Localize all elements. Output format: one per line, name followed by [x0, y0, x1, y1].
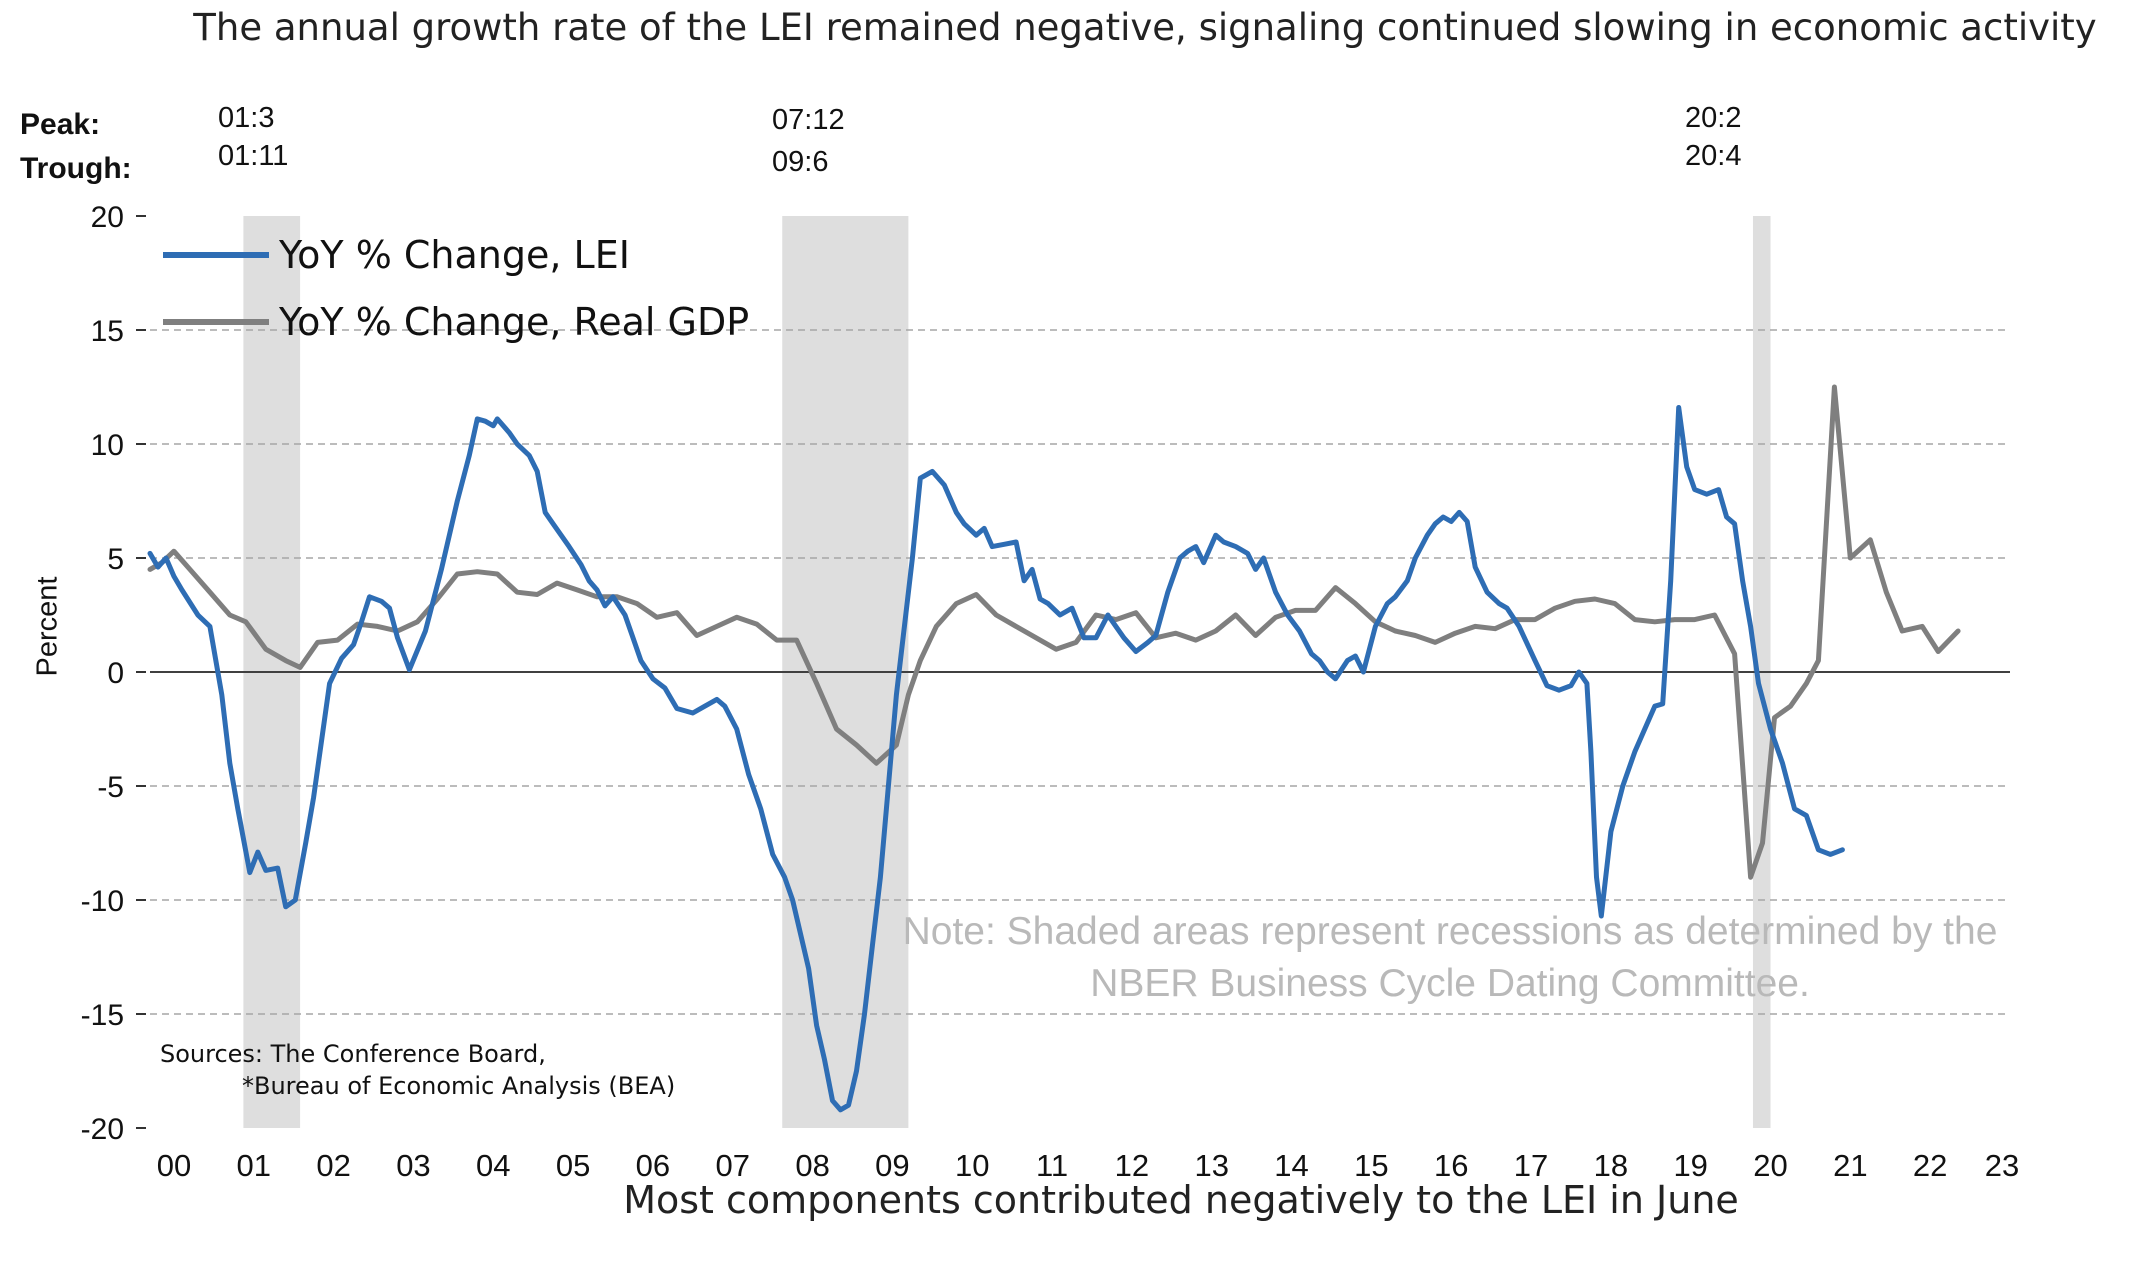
y-tick-label: -20	[81, 1113, 124, 1146]
y-tick-label: 15	[91, 315, 124, 348]
x-tick-label: 12	[1115, 1148, 1149, 1183]
x-tick-label: 22	[1913, 1148, 1947, 1183]
x-tick-label: 09	[875, 1148, 909, 1183]
recession-3-peak-label: 20:2	[1685, 102, 1742, 134]
y-tick-label: 5	[107, 543, 124, 576]
x-tick-label: 05	[556, 1148, 590, 1183]
legend-swatch-gdp	[163, 319, 269, 325]
recession-1-trough-label: 01:11	[218, 140, 289, 172]
legend-label-gdp: YoY % Change, Real GDP	[279, 300, 750, 344]
recession-3-trough-label: 20:4	[1685, 140, 1742, 172]
legend-item-lei: YoY % Change, LEI	[163, 233, 630, 277]
legend-label-lei: YoY % Change, LEI	[279, 233, 630, 277]
y-tick-label: -5	[97, 771, 124, 804]
chart-title: The annual growth rate of the LEI remain…	[193, 6, 2097, 49]
x-tick-label: 03	[396, 1148, 430, 1183]
sources-line-1: Sources: The Conference Board,	[160, 1040, 546, 1068]
x-tick-label: 11	[1036, 1148, 1068, 1183]
series-line-lei	[147, 405, 1845, 1113]
x-tick-label: 07	[716, 1148, 750, 1183]
x-tick-label: 02	[316, 1148, 350, 1183]
series-line-gdp	[147, 384, 1961, 880]
y-tick-label: -15	[81, 999, 124, 1032]
x-tick-label: 15	[1354, 1148, 1388, 1183]
x-tick-label: 14	[1274, 1148, 1308, 1183]
x-tick-label: 20	[1753, 1148, 1787, 1183]
trough-row-label: Trough:	[20, 152, 132, 185]
chart-subtitle: Most components contributed negatively t…	[623, 1178, 1739, 1222]
x-tick-label: 13	[1194, 1148, 1228, 1183]
y-tick-label: -10	[81, 885, 124, 918]
recession-1-peak-label: 01:3	[218, 102, 275, 134]
x-tick-label: 08	[795, 1148, 829, 1183]
peak-row-label: Peak:	[20, 108, 101, 141]
x-tick-label: 23	[1985, 1148, 2019, 1183]
x-tick-label: 06	[636, 1148, 670, 1183]
x-tick-label: 16	[1434, 1148, 1468, 1183]
legend-swatch-lei	[163, 252, 269, 258]
x-tick-label: 21	[1833, 1148, 1867, 1183]
y-tick-label: 20	[91, 201, 124, 234]
sources-line-2: *Bureau of Economic Analysis (BEA)	[242, 1072, 676, 1100]
x-tick-label: 10	[955, 1148, 989, 1183]
x-tick-label: 04	[476, 1148, 510, 1183]
x-tick-label: 00	[157, 1148, 191, 1183]
x-tick-label: 18	[1594, 1148, 1628, 1183]
legend-item-gdp: YoY % Change, Real GDP	[163, 300, 749, 344]
recession-2-peak-label: 07:12	[772, 104, 845, 136]
sources-note: Sources: The Conference Board, *Bureau o…	[160, 1038, 675, 1102]
x-tick-label: 01	[237, 1148, 271, 1183]
y-tick-label: 0	[107, 657, 124, 690]
x-tick-label: 17	[1514, 1148, 1548, 1183]
y-tick-label: 10	[91, 429, 124, 462]
recession-2-trough-label: 09:6	[772, 146, 829, 178]
recession-note: Note: Shaded areas represent recessions …	[902, 910, 1998, 1005]
x-tick-label: 19	[1673, 1148, 1707, 1183]
